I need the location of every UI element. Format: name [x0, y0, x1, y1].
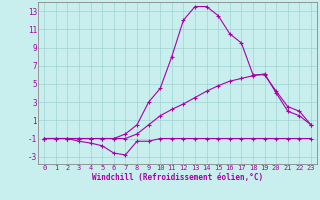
X-axis label: Windchill (Refroidissement éolien,°C): Windchill (Refroidissement éolien,°C) — [92, 173, 263, 182]
